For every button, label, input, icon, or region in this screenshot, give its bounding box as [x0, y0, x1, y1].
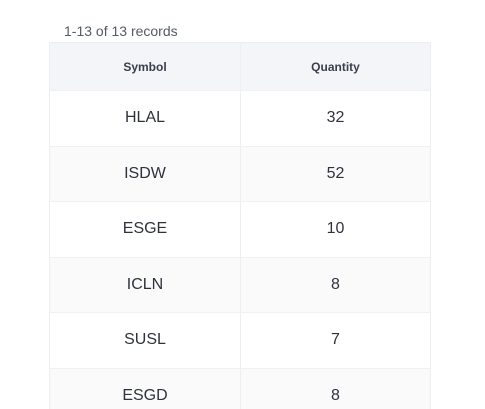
- quantity-cell: 52: [240, 146, 430, 201]
- records-count: 1-13 of 13 records: [64, 23, 178, 39]
- holdings-table: Symbol Quantity HLAL 32 ISDW 52 ESGE 10 …: [49, 42, 431, 409]
- table-row: ISDW 52: [50, 145, 430, 201]
- quantity-cell: 32: [240, 91, 430, 146]
- symbol-cell: SUSL: [124, 331, 166, 349]
- symbol-cell: HLAL: [124, 109, 166, 127]
- quantity-cell: 7: [240, 313, 430, 368]
- symbol-cell: ISDW: [124, 164, 166, 182]
- quantity-cell: 10: [240, 202, 430, 257]
- table-row: ESGE 10: [50, 201, 430, 257]
- table-header-row: Symbol Quantity: [50, 43, 430, 90]
- table-row: ESGD 8: [50, 367, 430, 409]
- quantity-cell: 8: [240, 257, 430, 312]
- symbol-cell: ESGD: [122, 386, 168, 404]
- symbol-cell: ICLN: [126, 275, 164, 293]
- table-row: ICLN 8: [50, 256, 430, 312]
- column-header-quantity[interactable]: Quantity: [240, 43, 430, 90]
- table-row: SUSL 7: [50, 312, 430, 368]
- symbol-cell: ESGE: [122, 220, 168, 238]
- table-row: HLAL 32: [50, 90, 430, 146]
- column-header-symbol[interactable]: Symbol: [123, 59, 167, 74]
- quantity-cell: 8: [240, 368, 430, 409]
